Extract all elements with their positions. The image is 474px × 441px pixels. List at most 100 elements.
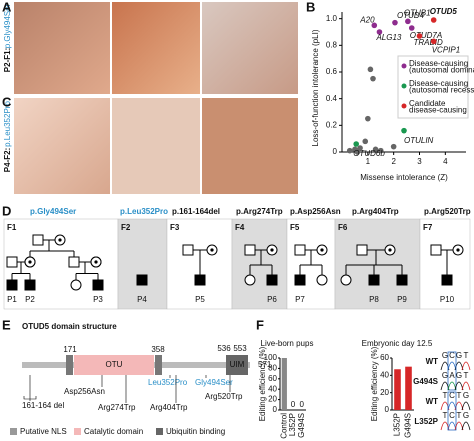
point [372,146,379,153]
trace-label: G494S [413,377,439,386]
trace-peak [461,381,471,391]
patient-id: P2 [25,295,35,304]
domain-name: OTU [106,360,123,369]
base: C [449,351,455,360]
chart-title: Embryonic day 12.5 [362,339,433,348]
carrier-dot [58,238,62,242]
bar [281,358,287,410]
variant-header: p.Arg404Trp [352,207,399,216]
family-id: F1 [7,223,17,232]
variant-label: p.Gly494Ser [3,3,12,48]
point [346,147,353,154]
point [367,66,374,73]
patient-id: P1 [7,295,17,304]
y-tick-label: 0 [385,405,390,414]
mutation: 161-164 del [22,401,64,410]
individual [70,279,82,291]
individual [68,256,80,268]
point [371,22,378,29]
y-tick-label: 0.2 [326,120,338,129]
base: G [456,351,462,360]
point-label: OTUD6b [353,149,385,158]
base: T [457,411,462,420]
point [430,38,437,45]
photo [202,2,298,94]
family-id: F7 [423,223,433,232]
value-label: 0 [291,400,296,409]
legend-label: Catalytic domain [84,427,143,436]
photo [14,2,110,94]
legend-swatch [401,63,407,69]
individual [316,274,328,286]
carrier-dot [320,248,324,252]
base: T [457,391,462,400]
family-panel [334,218,421,310]
individual [356,244,368,256]
point [416,33,423,39]
point-label: OTUB1 [404,8,431,17]
carrier-dot [456,248,460,252]
base: G [442,351,448,360]
point [357,145,363,151]
photos: P2-F1: p.Gly494Ser P4-F2: p.Leu352Pro [3,2,298,194]
point [376,29,383,35]
trace-label: L352P [414,417,438,426]
y-tick-label: 0 [273,405,278,414]
legend-swatch [10,428,17,435]
y-tick-label: 60 [380,353,389,362]
point [370,75,376,82]
point-label: TRABID [414,38,444,47]
individual [6,256,18,268]
photo [112,98,200,194]
trace-peak [447,381,457,391]
point [365,115,371,122]
family-id: F5 [290,223,300,232]
y-axis-label: Loss-of-function intolerance (pLI) [311,29,320,146]
variant-header: p.161-164del [172,207,220,216]
mutation: Asp256Asn [64,387,105,396]
individual [294,244,306,256]
nls [155,355,162,375]
patient-id: P9 [397,295,407,304]
point [430,17,437,23]
position: 571 [258,360,272,369]
individual [92,279,104,291]
legend-label: Ubiquitin binding [166,427,225,436]
legend-swatch [401,83,407,89]
family-id: F6 [338,223,348,232]
point [401,127,407,134]
x-tick-label: 3 [417,157,422,166]
variant-header: p.Arg520Trp [424,207,471,216]
point-label: VCPIP1 [432,45,460,54]
individual [368,274,380,286]
pedigrees: P1 P2 P3 P4 P5 P6 P7 P8 P9 P10 p.Gly494Ser F1 p.Leu3… [3,207,471,310]
carrier-dot [210,248,214,252]
panel-label: A [2,0,12,14]
highlight [447,391,457,431]
patient-id: P7 [295,295,305,304]
individual [24,279,36,291]
point [377,147,384,154]
base: C [449,411,455,420]
panel-label: C [2,94,12,109]
panel-label: F [256,317,264,332]
x-axis-label: Missense intolerance (Z) [360,173,448,182]
x-tick-label: L352P [288,413,297,436]
photo [112,2,200,94]
variant-header: p.Gly494Ser [30,207,76,216]
point-label: ALG13 [375,33,401,42]
variant-header: p.Leu352Pro [120,207,168,216]
mutation: Gly494Ser [195,378,233,387]
family-id: F3 [170,223,180,232]
variant-header: p.Arg274Trp [236,207,283,216]
point-label: OTUD7A [410,31,442,40]
y-tick-label: 0.4 [326,94,338,103]
y-tick-label: 20 [380,388,389,397]
y-tick-label: 80 [268,364,277,373]
x-tick-label: G494S [404,413,413,438]
patient-id: P3 [93,295,103,304]
y-tick-label: 0 [333,147,338,156]
photo [202,98,298,194]
bar [394,369,401,410]
